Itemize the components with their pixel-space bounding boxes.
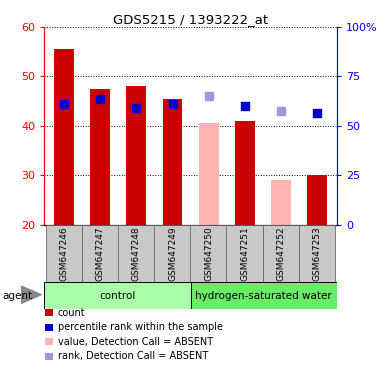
- Bar: [126, 86, 146, 225]
- Polygon shape: [21, 286, 41, 303]
- Text: GSM647249: GSM647249: [168, 226, 177, 281]
- Text: GSM647253: GSM647253: [313, 226, 321, 281]
- Bar: [199, 123, 219, 225]
- Bar: [46, 225, 82, 282]
- Point: [61, 101, 67, 107]
- Text: GSM647251: GSM647251: [240, 226, 249, 281]
- Point: [169, 101, 176, 107]
- Bar: [235, 121, 255, 225]
- Text: value, Detection Call = ABSENT: value, Detection Call = ABSENT: [58, 337, 213, 347]
- Bar: [190, 225, 227, 282]
- Bar: [45, 353, 54, 360]
- Bar: [271, 180, 291, 225]
- Bar: [118, 225, 155, 282]
- Text: GSM647250: GSM647250: [204, 226, 213, 281]
- Text: rank, Detection Call = ABSENT: rank, Detection Call = ABSENT: [58, 351, 208, 361]
- Text: GSM647248: GSM647248: [132, 226, 141, 281]
- Bar: [154, 225, 191, 282]
- Point: [278, 108, 284, 114]
- Bar: [45, 309, 54, 316]
- Text: control: control: [99, 291, 136, 301]
- Text: count: count: [58, 308, 85, 318]
- Bar: [162, 99, 182, 225]
- Bar: [54, 49, 74, 225]
- Bar: [90, 89, 110, 225]
- Text: agent: agent: [2, 291, 32, 301]
- Bar: [191, 282, 337, 309]
- Bar: [44, 282, 191, 309]
- Bar: [307, 175, 327, 225]
- Point: [97, 96, 103, 102]
- Title: GDS5215 / 1393222_at: GDS5215 / 1393222_at: [113, 13, 268, 26]
- Text: GSM647252: GSM647252: [276, 226, 285, 281]
- Text: hydrogen-saturated water: hydrogen-saturated water: [195, 291, 332, 301]
- Bar: [226, 225, 263, 282]
- Bar: [82, 225, 119, 282]
- Text: percentile rank within the sample: percentile rank within the sample: [58, 322, 223, 332]
- Point: [314, 110, 320, 116]
- Text: GSM647246: GSM647246: [60, 226, 69, 281]
- Bar: [299, 225, 335, 282]
- Bar: [45, 338, 54, 345]
- Point: [242, 103, 248, 109]
- Point: [133, 105, 139, 111]
- Point: [206, 93, 212, 99]
- Bar: [45, 324, 54, 331]
- Bar: [263, 225, 299, 282]
- Text: GSM647247: GSM647247: [96, 226, 105, 281]
